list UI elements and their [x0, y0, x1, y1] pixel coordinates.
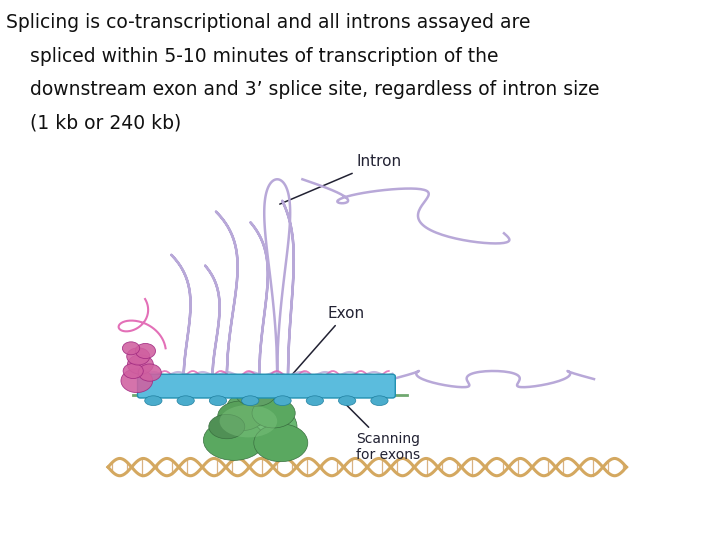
Text: Scanning
for exons: Scanning for exons — [341, 399, 420, 462]
Ellipse shape — [227, 390, 284, 426]
Text: Exon: Exon — [287, 306, 365, 381]
Ellipse shape — [371, 396, 388, 406]
Ellipse shape — [338, 396, 356, 406]
Ellipse shape — [274, 396, 291, 406]
Circle shape — [127, 348, 150, 365]
Text: downstream exon and 3’ splice site, regardless of intron size: downstream exon and 3’ splice site, rega… — [6, 80, 599, 99]
Ellipse shape — [236, 382, 275, 406]
Ellipse shape — [306, 396, 323, 406]
Ellipse shape — [217, 401, 265, 431]
Ellipse shape — [209, 415, 245, 438]
Ellipse shape — [177, 396, 194, 406]
Circle shape — [127, 355, 153, 374]
Text: spliced within 5-10 minutes of transcription of the: spliced within 5-10 minutes of transcrip… — [6, 47, 498, 66]
Ellipse shape — [145, 396, 162, 406]
Ellipse shape — [203, 420, 265, 460]
Ellipse shape — [220, 405, 277, 437]
Ellipse shape — [252, 399, 295, 428]
Circle shape — [121, 369, 153, 393]
Text: Splicing is co-transcriptional and all introns assayed are: Splicing is co-transcriptional and all i… — [6, 14, 530, 32]
Ellipse shape — [210, 396, 227, 406]
FancyBboxPatch shape — [138, 374, 395, 398]
Ellipse shape — [254, 424, 308, 462]
Circle shape — [123, 363, 143, 379]
Circle shape — [135, 343, 156, 359]
Circle shape — [138, 364, 161, 381]
Ellipse shape — [242, 396, 259, 406]
Ellipse shape — [215, 401, 297, 453]
Text: (1 kb or 240 kb): (1 kb or 240 kb) — [6, 114, 181, 133]
Text: Intron: Intron — [280, 154, 402, 204]
Circle shape — [122, 342, 140, 355]
